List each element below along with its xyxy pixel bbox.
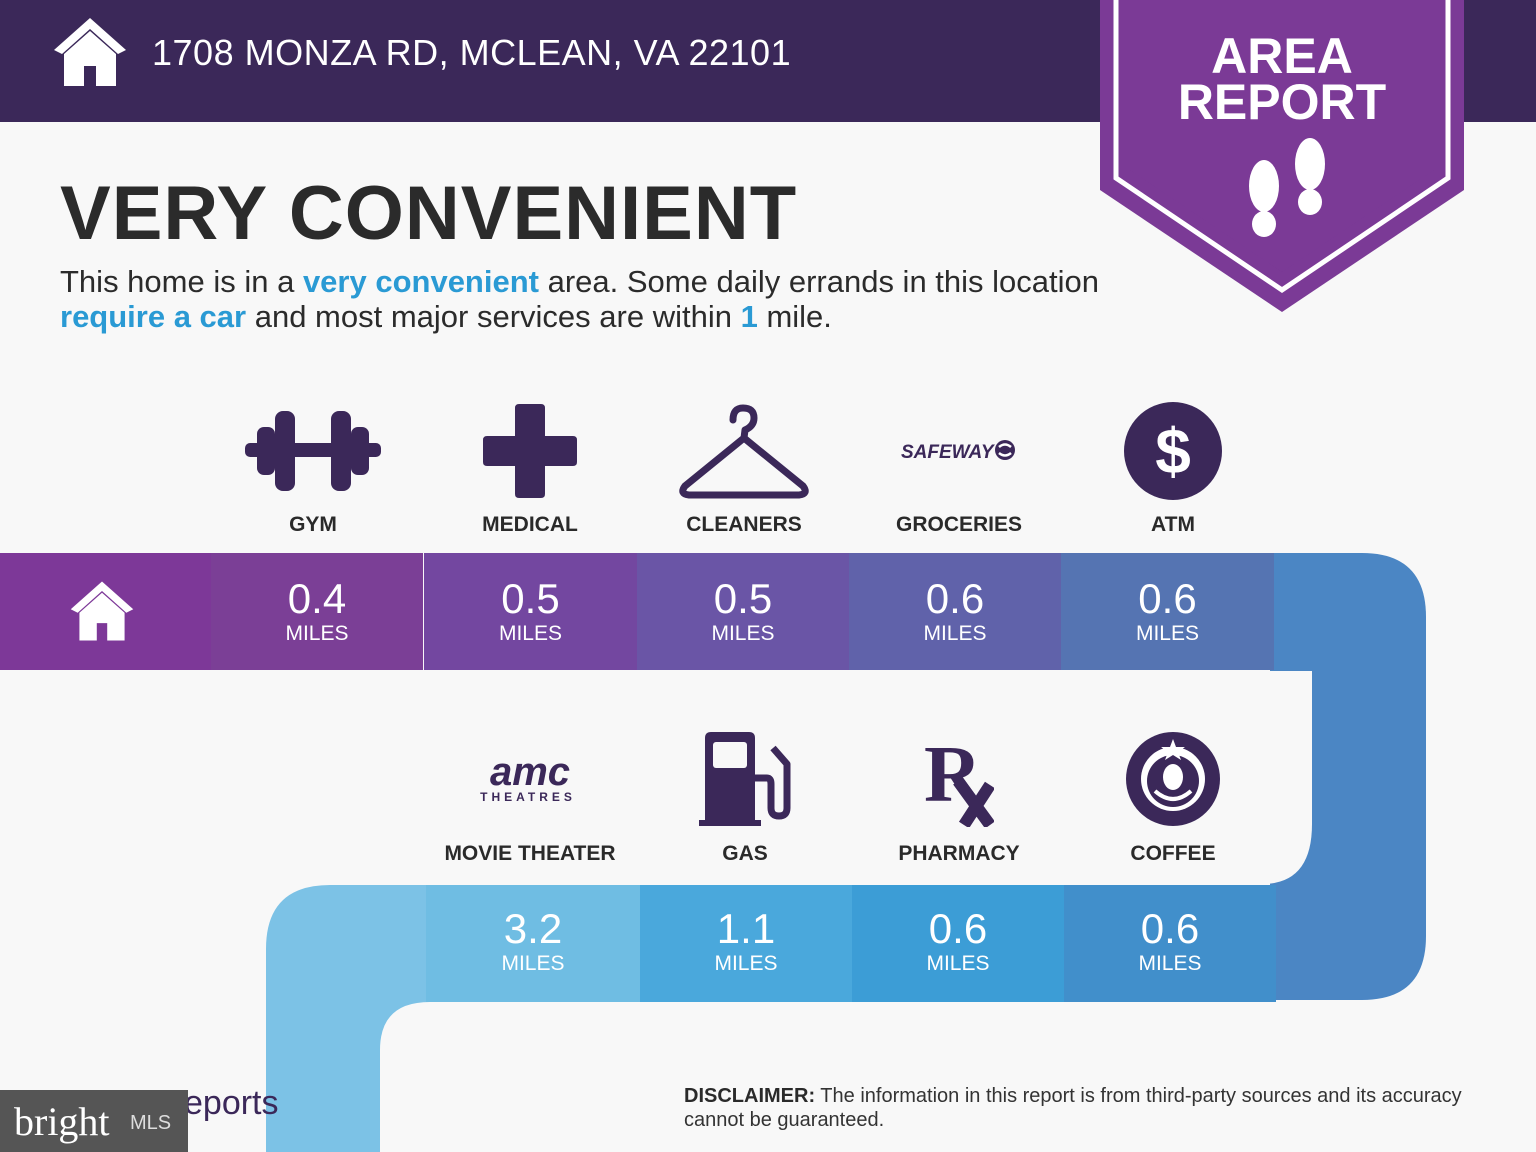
disclaimer: DISCLAIMER: The information in this repo… <box>684 1084 1504 1132</box>
svg-text:THEATRES: THEATRES <box>480 790 576 804</box>
label-groceries: GROCERIES <box>895 513 1023 536</box>
reports-brand-text: eports <box>184 1084 279 1122</box>
hanger-icon <box>638 396 850 506</box>
distance-cell-gym: 0.4 MILES <box>211 553 423 670</box>
address-text: 1708 MONZA RD, MCLEAN, VA 22101 <box>152 32 792 73</box>
label-pharmacy: PHARMACY <box>898 842 1020 865</box>
distance-cell-groceries: 0.6 MILES <box>849 553 1061 670</box>
road-home-icon <box>70 581 134 641</box>
distance-value: 0.4 <box>287 575 347 622</box>
page-title: VERY CONVENIENT <box>60 171 798 256</box>
home-icon <box>54 18 126 86</box>
label-atm: ATM <box>1151 513 1195 536</box>
distance-value: 1.1 <box>716 905 776 952</box>
distance-unit: MILES <box>923 622 987 645</box>
distance-cell-pharmacy: 0.6 MILES <box>852 885 1064 1002</box>
distance-cell-coffee: 0.6 MILES <box>1064 885 1276 1002</box>
starbucks-logo <box>1067 724 1279 834</box>
distance-value: 0.6 <box>928 905 988 952</box>
distance-unit: MILES <box>711 622 775 645</box>
label-cleaners: CLEANERS <box>686 513 802 536</box>
label-medical: MEDICAL <box>482 513 578 536</box>
distance-value: 3.2 <box>503 905 563 952</box>
distance-unit: MILES <box>1135 622 1200 645</box>
distance-value: 0.6 <box>1140 905 1200 952</box>
safeway-logo: SAFEWAY <box>853 396 1065 506</box>
brand-suffix: MLS <box>130 1112 172 1134</box>
distance-value: 0.5 <box>501 575 560 622</box>
label-gas: GAS <box>722 842 768 865</box>
amc-logo: amc THEATRES <box>424 724 636 834</box>
distance-unit: MILES <box>714 952 778 975</box>
distance-cell-cleaners: 0.5 MILES <box>637 553 849 670</box>
description: This home is in a very convenient area. … <box>60 264 1099 334</box>
svg-text:SAFEWAY: SAFEWAY <box>901 442 996 463</box>
gas-pump-icon <box>639 724 851 834</box>
distance-unit: MILES <box>1138 952 1202 975</box>
medical-cross-icon <box>424 396 636 506</box>
svg-text:$: $ <box>1155 415 1191 487</box>
distance-cell-gas: 1.1 MILES <box>640 885 852 1002</box>
distance-cell-medical: 0.5 MILES <box>424 553 637 670</box>
footprints-icon <box>1249 138 1325 237</box>
disclaimer-label: DISCLAIMER: <box>684 1085 816 1107</box>
distance-value: 0.6 <box>925 575 985 622</box>
dumbbell-icon <box>207 396 419 506</box>
disclaimer-text: The information in this report is from t… <box>684 1085 1462 1131</box>
label-coffee: COFFEE <box>1130 842 1216 865</box>
distance-value: 0.6 <box>1138 575 1197 622</box>
distance-unit: MILES <box>498 622 563 645</box>
distance-unit: MILES <box>285 622 349 645</box>
badge-title-line1: AREA <box>1211 28 1353 84</box>
area-report-badge: AREA REPORT <box>1100 0 1464 312</box>
distance-unit: MILES <box>926 952 990 975</box>
distance-value: 0.5 <box>713 575 773 622</box>
label-movie-theater: MOVIE THEATER <box>444 842 616 865</box>
distance-unit: MILES <box>501 952 565 975</box>
label-gym: GYM <box>289 513 337 536</box>
distance-cell-atm: 0.6 MILES <box>1061 553 1274 670</box>
svg-text:amc: amc <box>490 753 570 794</box>
dollar-icon: $ <box>1067 396 1279 506</box>
bright-mls-watermark: bright MLS <box>0 1090 188 1152</box>
badge-title-line2: REPORT <box>1177 74 1387 130</box>
brand-name: bright <box>14 1099 110 1144</box>
rx-icon: R <box>853 724 1065 834</box>
distance-cell-movie-theater: 3.2 MILES <box>426 885 640 1002</box>
